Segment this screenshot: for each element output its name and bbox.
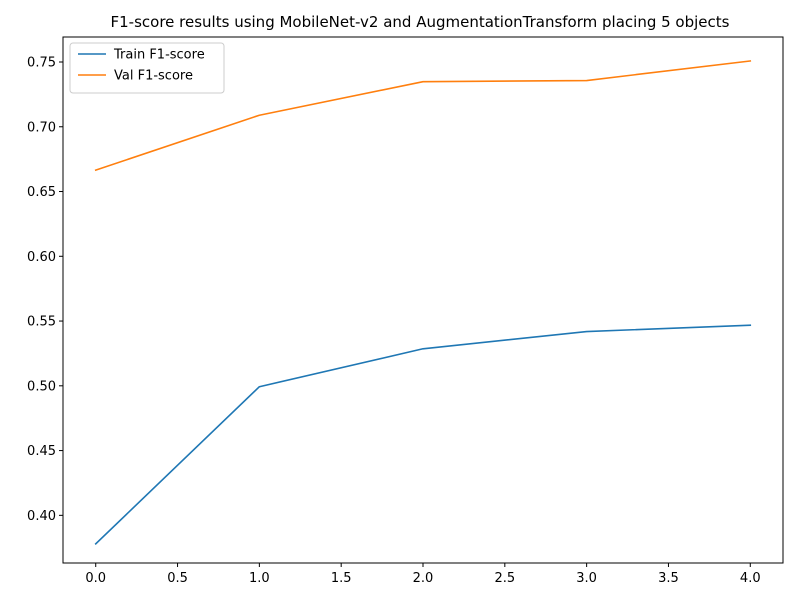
plot-area xyxy=(94,60,752,545)
legend: Train F1-score Val F1-score xyxy=(69,42,225,94)
x-tick-label: 4.0 xyxy=(740,571,761,586)
chart-title: F1-score results using MobileNet-v2 and … xyxy=(111,13,730,31)
y-tick-label: 0.75 xyxy=(27,55,56,70)
series-line-0 xyxy=(94,324,752,545)
legend-label-1: Val F1-score xyxy=(114,69,193,84)
legend-label-0: Train F1-score xyxy=(113,48,205,63)
x-tick-label: 0.0 xyxy=(85,571,106,586)
y-tick-label: 0.65 xyxy=(27,185,56,200)
x-tick-label: 3.5 xyxy=(658,571,679,586)
y-tick-label: 0.45 xyxy=(27,444,56,459)
y-tick-label: 0.70 xyxy=(27,120,56,135)
series-line-1 xyxy=(94,60,752,172)
y-tick-label: 0.55 xyxy=(27,315,56,330)
x-tick-label: 1.5 xyxy=(331,571,352,586)
legend-box xyxy=(69,42,225,94)
y-tick-label: 0.50 xyxy=(27,379,56,394)
x-tick-label: 2.0 xyxy=(413,571,434,586)
x-tick-label: 0.5 xyxy=(167,571,188,586)
y-tick-label: 0.40 xyxy=(27,509,56,524)
x-tick-label: 3.0 xyxy=(576,571,597,586)
x-tick-label: 2.5 xyxy=(494,571,515,586)
y-tick-label: 0.60 xyxy=(27,250,56,265)
axes: 0.0 0.5 1.0 1.5 2.0 2.5 3.0 3.5 4.0 0.40 0.45 0.50 0… xyxy=(27,36,784,586)
axes-frame xyxy=(62,36,784,564)
x-tick-label: 1.0 xyxy=(249,571,270,586)
